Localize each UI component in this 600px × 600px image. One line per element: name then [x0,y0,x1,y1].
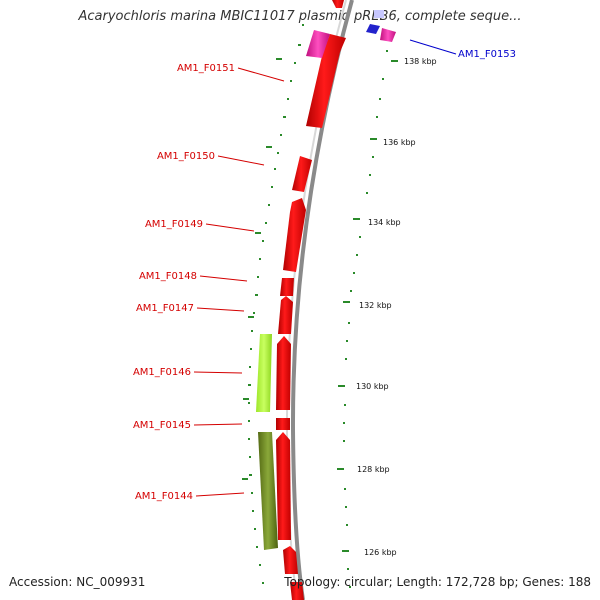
kbp-tick-label: 126 kbp [364,548,397,557]
gene-arrow[interactable] [292,156,312,192]
gene-track-red [276,0,346,600]
gene-light-blue[interactable] [374,10,384,18]
gene-label[interactable]: AM1_F0145 [133,420,191,431]
kbp-tick-label: 132 kbp [359,301,392,310]
leader-line-blue [409,39,457,55]
gene-arrow[interactable] [283,198,306,272]
gene-arrow[interactable] [276,336,291,410]
gene-arrow[interactable] [276,432,291,540]
kbp-tick-label: 130 kbp [356,382,389,391]
gene-label[interactable]: AM1_F0146 [133,367,191,378]
leader-lines [193,67,285,497]
gene-magenta[interactable] [306,30,330,58]
gene-label[interactable]: AM1_F0147 [136,303,194,314]
gene-arrow[interactable] [332,0,344,8]
gene-arrow[interactable] [306,34,346,128]
gene-label[interactable]: AM1_F0148 [139,271,197,282]
gene-arrow[interactable] [278,296,293,334]
gene-arrow[interactable] [283,546,298,574]
inner-tick-ring [242,24,304,584]
gene-arrow[interactable] [276,418,290,430]
kbp-tick-label: 128 kbp [357,465,390,474]
topology-text: Topology: circular; Length: 172,728 bp; … [284,575,591,589]
gene-magenta-right[interactable] [380,28,396,42]
gene-olive[interactable] [258,432,278,550]
gene-arrow[interactable] [280,278,294,296]
gene-label[interactable]: AM1_F0151 [177,63,235,74]
map-title: Acaryochloris marina MBIC11017 plasmid p… [78,9,522,24]
gene-label-right[interactable]: AM1_F0153 [458,49,516,60]
kbp-tick-label: 138 kbp [404,57,437,66]
gene-label[interactable]: AM1_F0150 [157,151,215,162]
kbp-major-ticks [337,60,398,552]
gene-lime[interactable] [256,334,272,412]
gene-label[interactable]: AM1_F0149 [145,219,203,230]
accession-text: Accession: NC_009931 [9,575,146,589]
gene-label[interactable]: AM1_F0144 [135,491,193,502]
outer-tick-ring [343,50,388,588]
gene-blue[interactable] [366,24,380,34]
kbp-tick-label: 136 kbp [383,138,416,147]
gene-arrow[interactable] [290,582,304,600]
kbp-tick-label: 134 kbp [368,218,401,227]
